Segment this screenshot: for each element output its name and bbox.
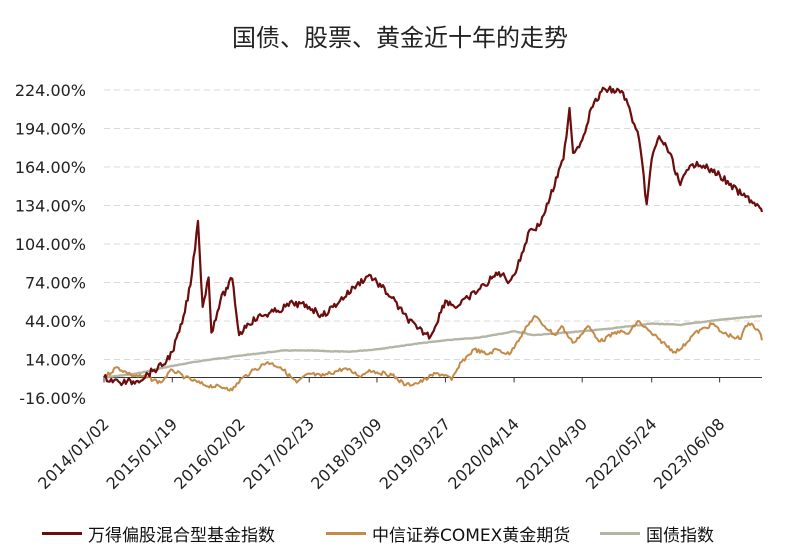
x-tick-label: 2017/02/23 [239, 414, 318, 493]
legend: 万得偏股混合型基金指数 中信证券COMEX黄金期货 国债指数 [0, 518, 800, 548]
legend-item-bond-index: 国债指数 [600, 518, 714, 548]
axes [103, 376, 762, 383]
x-tick-label: 2021/04/30 [512, 414, 591, 493]
legend-swatch-fund-index [42, 531, 82, 535]
series-line-2 [103, 314, 763, 379]
legend-label-gold-futures: 中信证券COMEX黄金期货 [372, 525, 571, 546]
y-tick-label: -16.00% [19, 389, 86, 408]
x-tick-label: 2016/02/02 [170, 414, 249, 493]
legend-item-fund-index: 万得偏股混合型基金指数 [42, 518, 275, 548]
y-tick-label: 194.00% [15, 120, 86, 139]
series-layer [103, 85, 764, 392]
y-tick-label: 74.00% [25, 274, 86, 293]
legend-swatch-bond-index [600, 531, 640, 535]
x-tick-label: 2015/01/19 [102, 414, 181, 493]
y-tick-label: 14.00% [25, 351, 86, 370]
x-tick-labels: 2014/01/022015/01/192016/02/022017/02/23… [34, 414, 728, 493]
x-tick-label: 2018/03/09 [307, 414, 386, 493]
x-tick-label: 2023/06/08 [650, 414, 729, 493]
y-tick-label: 44.00% [25, 312, 86, 331]
y-tick-labels: -16.00% 14.00% 44.00% 74.00% 104.00% 134.00% 1… [15, 81, 86, 408]
legend-label-fund-index: 万得偏股混合型基金指数 [88, 525, 275, 546]
chart-area: -16.00% 14.00% 44.00% 74.00% 104.00% 134.00% 1… [15, 81, 764, 493]
y-tick-label: 134.00% [15, 197, 86, 216]
x-tick-label: 2019/03/27 [376, 414, 455, 493]
legend-swatch-gold-futures [326, 531, 366, 535]
y-tick-label: 104.00% [15, 235, 86, 254]
series-line-0 [103, 85, 764, 387]
x-tick-label: 2022/05/24 [582, 414, 661, 493]
y-tick-label: 224.00% [15, 81, 86, 100]
x-tick-label: 2014/01/02 [34, 414, 113, 493]
chart-title: 国债、股票、黄金近十年的走势 [232, 24, 568, 52]
legend-item-gold-futures: 中信证券COMEX黄金期货 [326, 518, 570, 548]
y-tick-label: 164.00% [15, 158, 86, 177]
legend-label-bond-index: 国债指数 [646, 525, 714, 546]
series-line-1 [103, 314, 763, 392]
gridlines [104, 89, 762, 360]
x-tick-label: 2020/04/14 [444, 414, 523, 493]
